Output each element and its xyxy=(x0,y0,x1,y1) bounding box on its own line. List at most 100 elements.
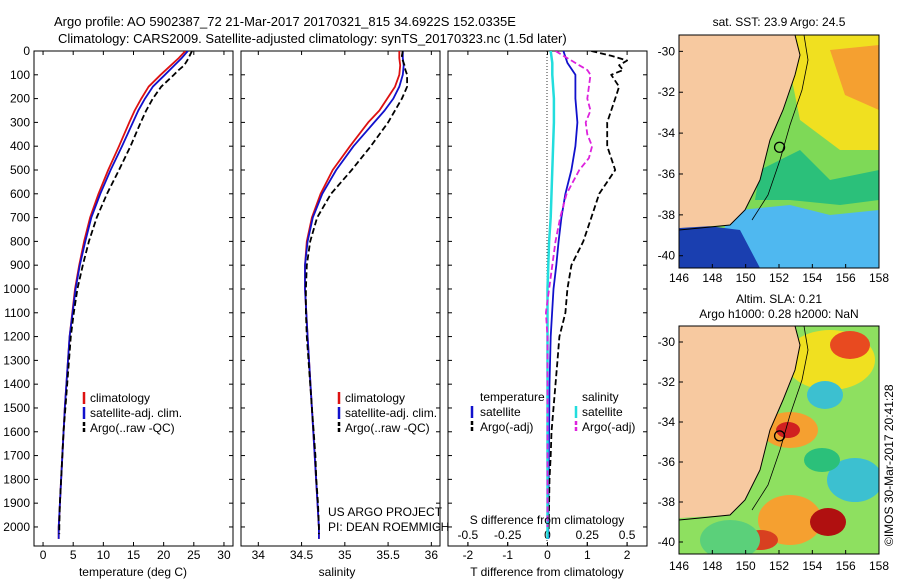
map-lat-tick-label: -38 xyxy=(658,495,676,509)
salinity-tick-label: 35 xyxy=(338,548,352,562)
map-lon-tick-label: 156 xyxy=(836,271,856,285)
depth-tick-label: 1000 xyxy=(3,282,30,296)
temperature-tick-label: 25 xyxy=(187,548,201,562)
sla-peak-1 xyxy=(830,331,870,359)
map-ticks: -30 -32 -34 -36 -38 -40 146 148 150 152 154 156 158 -… xyxy=(658,44,890,573)
sla-map: Altim. SLA: 0.21 Argo h1000: 0.28 h2000:… xyxy=(678,292,880,555)
salinity-tick-label: 34 xyxy=(252,548,266,562)
salinity-legend: climatology satellite-adj. clim. Argo(..… xyxy=(337,391,437,435)
depth-tick-label: 100 xyxy=(10,68,30,82)
difference-bottom-tick-label: 0 xyxy=(544,548,551,562)
map-lon-tick-label: 158 xyxy=(869,271,889,285)
depth-tick-label: 500 xyxy=(10,163,30,177)
depth-tick-label: 300 xyxy=(10,115,30,129)
map-lon-tick-label: 158 xyxy=(869,559,889,573)
temperature-series xyxy=(57,51,193,539)
depth-axis: 0 100 200 300 400 500 600 700 800 900 1000 1100 1200… xyxy=(3,44,30,534)
difference-top-tick-label: -0.5 xyxy=(458,528,479,542)
map-lat-tick-label: -30 xyxy=(658,335,676,349)
legend-argo-label: Argo(..raw -QC) xyxy=(345,421,430,435)
salinity-tick-label: 36 xyxy=(425,548,439,562)
map-lon-tick-label: 156 xyxy=(836,559,856,573)
legend-climatology-label: climatology xyxy=(345,391,405,405)
sla-low-1 xyxy=(807,381,843,409)
depth-tick-label: 700 xyxy=(10,211,30,225)
map-lon-tick-label: 148 xyxy=(702,271,722,285)
difference-series xyxy=(545,51,628,539)
legend-temp-argo-label: Argo(-adj) xyxy=(480,420,533,434)
temperature-tick-label: 30 xyxy=(217,548,231,562)
salinity-panel-frame xyxy=(240,50,441,547)
legend-argo-label: Argo(..raw -QC) xyxy=(90,421,175,435)
map-lat-tick-label: -30 xyxy=(658,44,676,58)
map-lat-tick-label: -38 xyxy=(658,208,676,222)
map-lon-tick-label: 150 xyxy=(736,559,756,573)
depth-tick-label: 400 xyxy=(10,139,30,153)
difference-xlabel: T difference from climatology xyxy=(470,565,624,579)
legend-climatology-label: climatology xyxy=(90,391,150,405)
legend-sal-argo-label: Argo(-adj) xyxy=(582,420,635,434)
sla-peak-3 xyxy=(810,508,846,536)
sst-cold-patch xyxy=(679,225,760,268)
temperature-line-2 xyxy=(58,51,193,535)
sst-map-title: sat. SST: 23.9 Argo: 24.5 xyxy=(713,15,846,29)
difference-top-tick-label: -0.25 xyxy=(494,528,522,542)
sla-high-3 xyxy=(758,495,822,545)
depth-tick-label: 800 xyxy=(10,234,30,248)
legend-salinity-head: salinity xyxy=(582,390,619,404)
map-lon-tick-label: 146 xyxy=(669,559,689,573)
map-lat-tick-label: -40 xyxy=(658,249,676,263)
difference-bottom-tick-label: 1 xyxy=(584,548,591,562)
map-lon-tick-label: 148 xyxy=(702,559,722,573)
sla-mid-2 xyxy=(700,520,760,554)
difference-bottom-tick-label: 2 xyxy=(624,548,631,562)
legend-satellite-label: satellite-adj. clim. xyxy=(90,406,182,420)
figure-title-line2: Climatology: CARS2009. Satellite-adjuste… xyxy=(58,31,567,46)
depth-tick-label: 1400 xyxy=(3,377,30,391)
depth-tick-label: 1300 xyxy=(3,353,30,367)
depth-tick-label: 1600 xyxy=(3,425,30,439)
salinity-tick-label: 35.5 xyxy=(376,548,400,562)
map-lon-tick-label: 154 xyxy=(802,559,822,573)
timestamp-stamp: ©IMOS 30-Mar-2017 20:41:28 xyxy=(882,384,896,546)
temperature-tick-label: 15 xyxy=(127,548,141,562)
depth-tick-label: 1200 xyxy=(3,330,30,344)
map-lat-tick-label: -32 xyxy=(658,375,676,389)
depth-tick-label: 1500 xyxy=(3,401,30,415)
depth-tick-label: 200 xyxy=(10,92,30,106)
depth-tick-label: 2000 xyxy=(3,520,30,534)
sst-isobath xyxy=(751,35,809,221)
depth-tick-label: 1800 xyxy=(3,472,30,486)
sst-cool-patch xyxy=(720,205,879,268)
legend-temperature-head: temperature xyxy=(480,390,545,404)
legend-temp-satellite-label: satellite xyxy=(480,405,521,419)
credit-project: US ARGO PROJECT xyxy=(328,505,443,519)
map-lat-tick-label: -32 xyxy=(658,85,676,99)
map-lat-tick-label: -36 xyxy=(658,455,676,469)
credit-pi: PI: DEAN ROEMMICH xyxy=(328,520,449,534)
temperature-tick-label: 20 xyxy=(157,548,171,562)
depth-tick-label: 1100 xyxy=(4,306,30,320)
axis-ticks: 0 5 10 15 20 25 30 34 34.5 35 35.5 36 -2 -1 0 1 2 -0.5 -0.… xyxy=(34,50,647,562)
temperature-xlabel: temperature (deg C) xyxy=(79,565,187,579)
temperature-panel-frame xyxy=(33,50,234,547)
difference-bottom-tick-label: -2 xyxy=(463,548,474,562)
map-lon-tick-label: 152 xyxy=(769,271,789,285)
difference-top-tick-label: 0.5 xyxy=(619,528,636,542)
temperature-legend: climatology satellite-adj. clim. Argo(..… xyxy=(82,391,182,435)
legend-satellite-label: satellite-adj. clim. xyxy=(345,406,437,420)
temperature-tick-label: 5 xyxy=(70,548,77,562)
sst-float-marker xyxy=(773,141,786,153)
sla-peak-2 xyxy=(776,422,800,438)
depth-tick-label: 0 xyxy=(23,44,30,58)
difference-bottom-tick-label: -1 xyxy=(502,548,513,562)
depth-tick-label: 900 xyxy=(10,258,30,272)
sla-map-title1: Altim. SLA: 0.21 xyxy=(736,292,822,306)
difference-top-label: S difference from climatology xyxy=(470,513,625,527)
map-lon-tick-label: 154 xyxy=(802,271,822,285)
map-lat-tick-label: -34 xyxy=(658,126,676,140)
sla-low-2 xyxy=(827,458,879,502)
depth-tick-label: 600 xyxy=(10,187,30,201)
salinity-tick-label: 34.5 xyxy=(290,548,314,562)
